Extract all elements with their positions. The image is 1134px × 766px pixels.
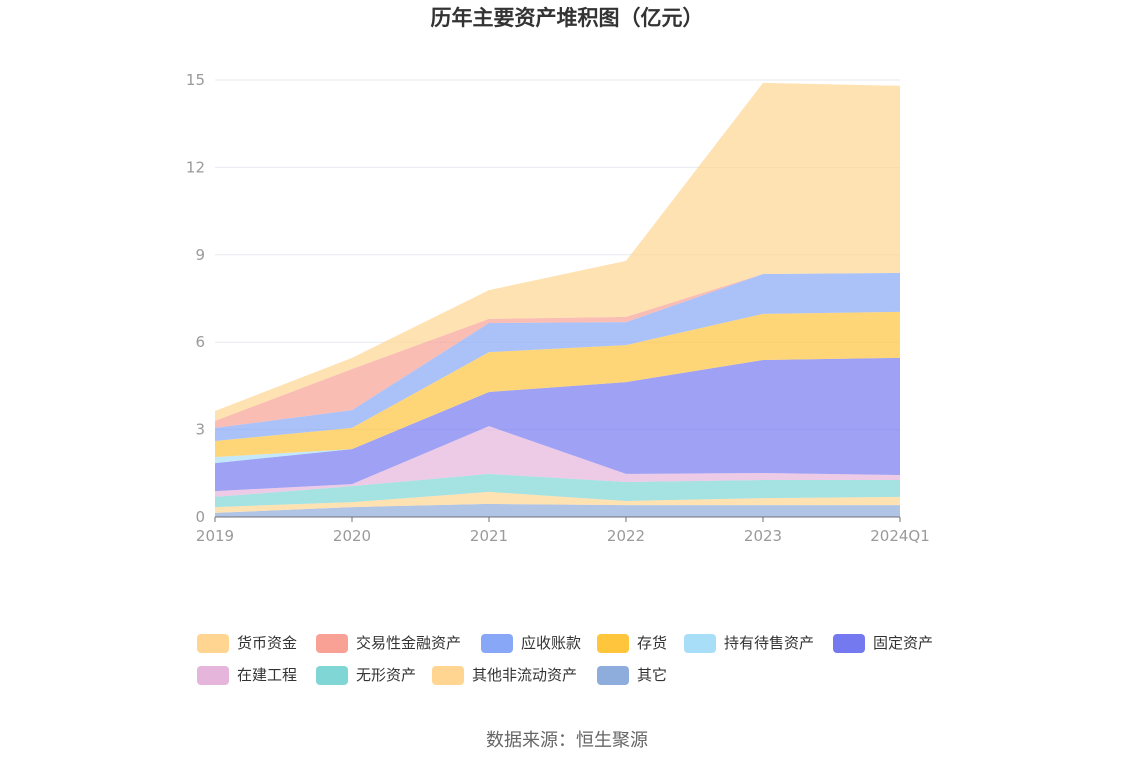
legend-label: 货币资金 bbox=[237, 634, 298, 652]
legend-label: 其它 bbox=[637, 666, 668, 684]
area-trading-financial-assets bbox=[215, 272, 900, 428]
legend-item-accounts-receivable[interactable]: 应收账款 bbox=[481, 633, 581, 653]
legend-item-held-for-sale-assets[interactable]: 持有待售资产 bbox=[684, 633, 814, 653]
legend-label: 无形资产 bbox=[356, 666, 417, 684]
x-tick-label: 2020 bbox=[333, 527, 371, 545]
y-tick-label: 6 bbox=[195, 333, 205, 351]
legend-swatch bbox=[432, 665, 464, 685]
area-cash bbox=[215, 82, 900, 421]
legend-swatch bbox=[197, 633, 229, 653]
x-tick-label: 2019 bbox=[196, 527, 234, 545]
legend-item-fixed-assets[interactable]: 固定资产 bbox=[833, 633, 933, 653]
data-source-note: 数据来源：恒生聚源 bbox=[486, 730, 648, 751]
x-tick-label: 2024Q1 bbox=[870, 527, 930, 545]
y-tick-label: 9 bbox=[195, 246, 205, 264]
stacked-area-chart: 0 3 6 9 12 15 2019 2020 2021 2022 2023 2024Q1 bbox=[186, 71, 930, 545]
legend-item-inventory[interactable]: 存货 bbox=[597, 633, 667, 653]
legend-item-cash[interactable]: 货币资金 bbox=[197, 633, 297, 653]
legend-swatch bbox=[316, 665, 348, 685]
legend-item-construction-in-progress[interactable]: 在建工程 bbox=[197, 665, 297, 685]
legend-swatch bbox=[316, 633, 348, 653]
legend-swatch bbox=[597, 665, 629, 685]
legend-item-trading-financial-assets[interactable]: 交易性金融资产 bbox=[316, 633, 461, 653]
legend-label: 存货 bbox=[637, 634, 668, 652]
legend-swatch bbox=[481, 633, 513, 653]
legend-label: 交易性金融资产 bbox=[356, 634, 462, 652]
x-tick-label: 2022 bbox=[607, 527, 645, 545]
area-other bbox=[215, 503, 900, 517]
area-other-non-current-assets bbox=[215, 491, 900, 513]
y-tick-label: 3 bbox=[195, 421, 205, 439]
area-intangible-assets bbox=[215, 473, 900, 508]
x-tick-label: 2021 bbox=[470, 527, 508, 545]
legend-swatch bbox=[684, 633, 716, 653]
legend-label: 固定资产 bbox=[873, 634, 934, 652]
y-tick-label: 15 bbox=[186, 71, 205, 89]
y-tick-label: 12 bbox=[186, 158, 205, 176]
x-axis-labels: 2019 2020 2021 2022 2023 2024Q1 bbox=[196, 527, 930, 545]
legend-swatch bbox=[197, 665, 229, 685]
area-fixed-assets bbox=[215, 357, 900, 492]
chart-title: 历年主要资产堆积图（亿元） bbox=[430, 6, 704, 30]
area-series-group bbox=[215, 82, 900, 517]
legend-label: 在建工程 bbox=[237, 666, 298, 684]
legend-swatch bbox=[833, 633, 865, 653]
area-construction-in-progress bbox=[215, 426, 900, 497]
legend-item-other[interactable]: 其它 bbox=[597, 665, 667, 685]
area-inventory bbox=[215, 311, 900, 457]
legend-label: 持有待售资产 bbox=[724, 634, 815, 652]
legend-swatch bbox=[597, 633, 629, 653]
y-axis-labels: 0 3 6 9 12 15 bbox=[186, 71, 205, 526]
y-tick-label: 0 bbox=[195, 508, 205, 526]
x-axis bbox=[214, 516, 901, 522]
legend-label: 应收账款 bbox=[521, 634, 582, 652]
legend-label: 其他非流动资产 bbox=[472, 666, 578, 684]
area-accounts-receivable bbox=[215, 272, 900, 441]
x-tick-label: 2023 bbox=[744, 527, 782, 545]
legend-item-other-non-current-assets[interactable]: 其他非流动资产 bbox=[432, 665, 577, 685]
legend-item-intangible-assets[interactable]: 无形资产 bbox=[316, 665, 416, 685]
